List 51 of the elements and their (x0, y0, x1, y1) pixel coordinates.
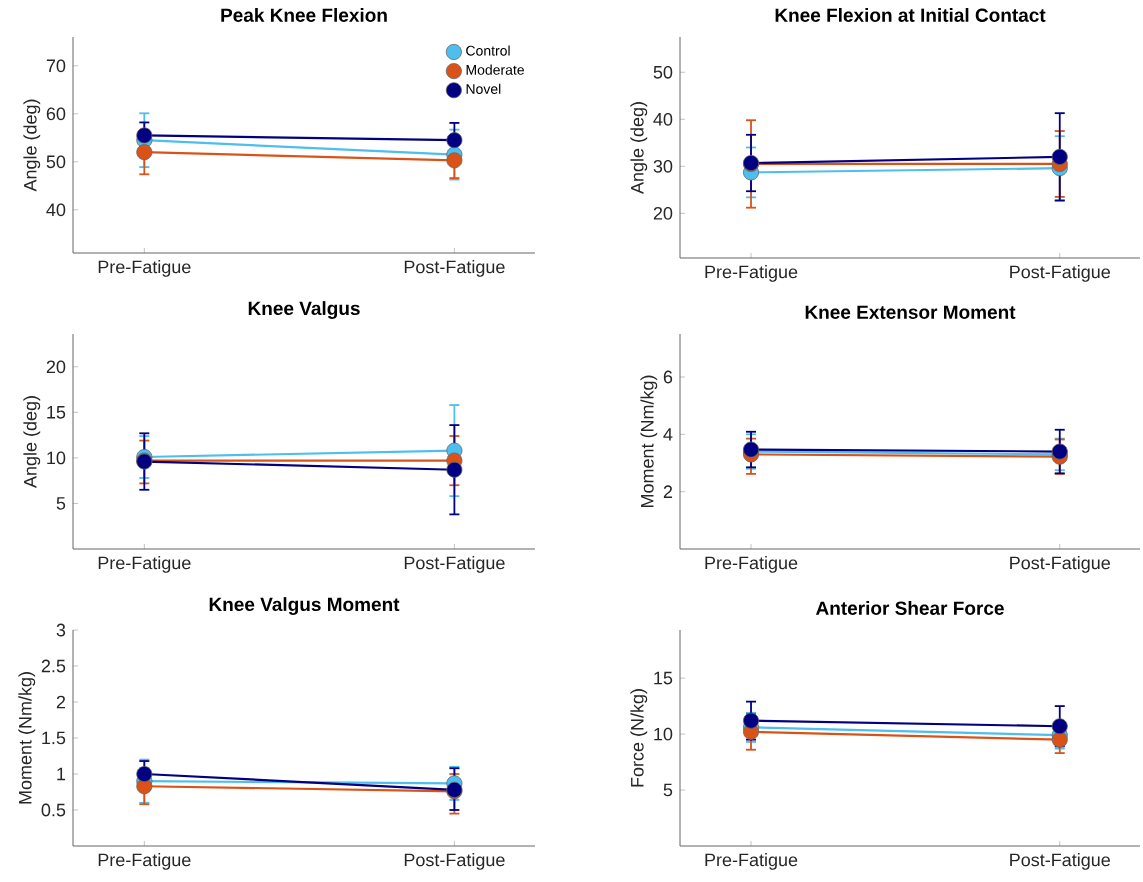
legend-label: Novel (466, 83, 501, 94)
x-tick-label: Post-Fatigue (1010, 265, 1110, 282)
y-tick-label: 40 (653, 112, 673, 126)
y-tick-label: 3 (56, 623, 66, 637)
x-tick-label: Pre-Fatigue (98, 853, 191, 870)
chart-title: Knee Valgus Moment (209, 597, 400, 615)
y-tick-label: 60 (46, 107, 66, 121)
chart-title: Knee Valgus (248, 301, 360, 319)
y-axis-title: Angle (deg) (23, 396, 41, 488)
y-tick-label: 70 (46, 59, 66, 73)
y-axis-title: Angle (deg) (23, 99, 41, 192)
y-tick-label: 2 (663, 485, 673, 498)
y-axis-title: Moment (Nm/kg) (640, 375, 658, 508)
legend-label: Moderate (466, 64, 524, 75)
y-tick-label: 20 (46, 360, 66, 374)
x-tick-label: Pre-Fatigue (98, 556, 191, 573)
y-tick-label: 0.5 (41, 803, 66, 817)
x-tick-label: Pre-Fatigue (705, 853, 798, 870)
x-tick-label: Post-Fatigue (404, 260, 505, 277)
x-tick-label: Post-Fatigue (404, 853, 505, 870)
y-tick-label: 5 (663, 783, 673, 797)
y-tick-label: 50 (46, 155, 66, 169)
y-tick-label: 30 (653, 159, 673, 173)
y-tick-label: 10 (47, 451, 66, 465)
x-tick-label: Post-Fatigue (404, 556, 505, 573)
y-tick-label: 20 (653, 206, 673, 220)
y-tick-label: 15 (654, 671, 673, 685)
chart-title: Peak Knee Flexion (221, 7, 387, 22)
y-tick-label: 10 (654, 727, 673, 741)
x-tick-label: Post-Fatigue (1010, 853, 1110, 870)
x-tick-label: Post-Fatigue (1010, 556, 1110, 573)
y-tick-label: 2 (56, 695, 66, 709)
x-tick-label: Pre-Fatigue (98, 260, 191, 277)
chart-title: Knee Flexion at Initial Contact (775, 7, 1046, 22)
y-tick-label: 1 (57, 767, 66, 781)
chart-title: Knee Extensor Moment (805, 305, 1016, 319)
y-tick-label: 6 (663, 370, 673, 384)
x-tick-label: Pre-Fatigue (705, 265, 798, 282)
legend-label: Control (466, 45, 510, 56)
y-axis-title: Moment (Nm/kg) (18, 672, 36, 804)
y-tick-label: 15 (47, 406, 66, 419)
y-tick-label: 50 (653, 65, 673, 79)
y-tick-label: 40 (46, 203, 66, 217)
y-tick-label: 4 (663, 428, 673, 441)
x-tick-label: Pre-Fatigue (705, 556, 798, 573)
y-axis-title: Force (N/kg) (630, 689, 648, 787)
chart-title: Anterior Shear Force (815, 600, 1004, 615)
y-tick-label: 1.5 (42, 731, 66, 745)
y-axis-title: Angle (deg) (630, 102, 648, 194)
y-tick-label: 2.5 (41, 659, 66, 673)
y-tick-label: 5 (56, 497, 66, 510)
